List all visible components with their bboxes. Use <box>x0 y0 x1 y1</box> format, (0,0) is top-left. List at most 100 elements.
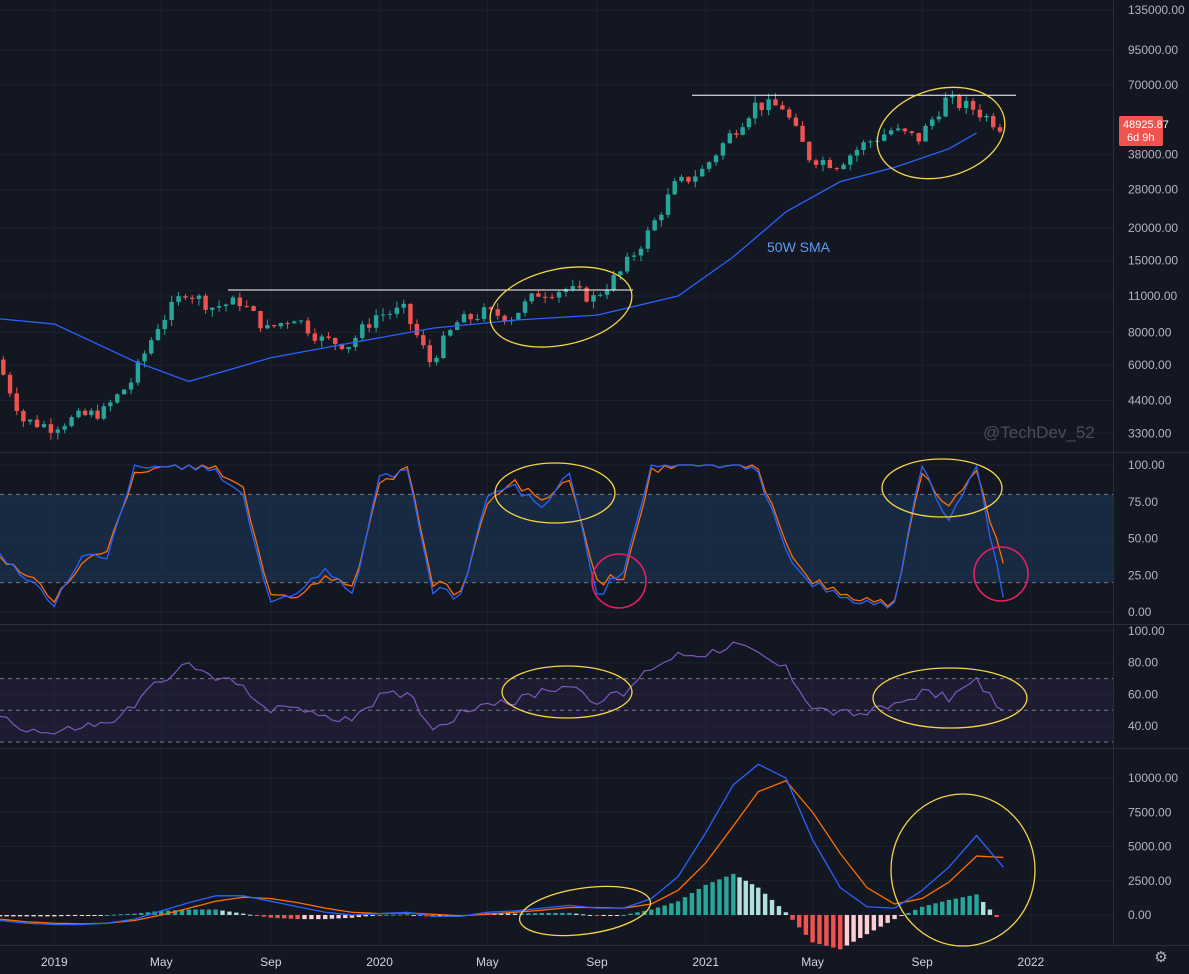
price-candle <box>414 319 420 338</box>
macd-histogram-bar <box>247 914 253 916</box>
macd-histogram-bar <box>790 915 795 920</box>
rsi-pane[interactable] <box>0 641 1113 743</box>
macd-histogram-bar <box>635 912 640 915</box>
macd-histogram-bar <box>275 915 280 919</box>
candle-body <box>76 410 81 418</box>
macd-histogram-bar <box>560 912 565 915</box>
macd-pane[interactable] <box>0 763 1036 950</box>
candle-body <box>591 295 596 302</box>
price-candle <box>333 337 338 351</box>
price-tick-label-10: 4400.00 <box>1128 393 1172 407</box>
price-candle <box>278 322 284 329</box>
last-price-badge-bg <box>1119 116 1163 146</box>
price-candle <box>686 176 691 185</box>
macd-histogram-bar <box>871 915 877 931</box>
macd-tick-label-0: 10000.00 <box>1128 771 1178 785</box>
candle-body <box>556 292 562 298</box>
price-candle <box>624 252 630 274</box>
price-pane[interactable] <box>0 74 1016 440</box>
g-rsi-tick-label-2: 60.00 <box>1128 687 1158 701</box>
price-candle <box>700 165 705 177</box>
candle-body <box>827 159 833 168</box>
candle-body <box>82 410 88 416</box>
price-candle <box>793 113 799 127</box>
candle-body <box>882 134 887 141</box>
macd-histogram-bar <box>675 901 681 915</box>
macd-histogram-bar <box>132 913 137 915</box>
price-candle <box>665 188 671 218</box>
candle-body <box>502 315 507 322</box>
macd-histogram-bar <box>404 914 410 916</box>
macd-histogram-bar <box>913 909 918 915</box>
candle-body <box>128 382 134 390</box>
candle-body <box>943 97 948 117</box>
macd-histogram-bar <box>159 910 164 915</box>
candle-body <box>848 155 853 165</box>
price-candle <box>14 387 19 416</box>
price-candle <box>62 423 67 434</box>
macd-histogram-bar <box>4 915 9 917</box>
stoch-alert-circle-2 <box>973 546 1029 602</box>
macd-histogram-bar <box>831 915 836 948</box>
macd-histogram-bar <box>933 903 938 915</box>
candle-body <box>115 394 120 403</box>
candle-body <box>149 340 154 354</box>
price-candle <box>21 409 26 427</box>
candle-body <box>516 312 521 320</box>
price-candle <box>481 303 487 322</box>
last-price-value: 48925.87 <box>1123 119 1169 131</box>
macd-histogram-bar <box>17 915 23 917</box>
candle-body <box>888 130 894 135</box>
macd-histogram-bar <box>323 915 328 920</box>
sma-50w-line <box>0 132 977 383</box>
candle-body <box>481 307 487 319</box>
macd-histogram-bar <box>11 915 16 917</box>
macd-histogram-bar <box>498 913 504 915</box>
macd-histogram-bar <box>241 913 246 915</box>
candle-body <box>672 181 677 195</box>
candle-body <box>665 194 671 215</box>
macd-histogram-bar <box>553 912 558 915</box>
macd-histogram-bar <box>594 915 600 916</box>
price-candle <box>930 116 935 130</box>
candle-body <box>679 176 684 182</box>
candle-body <box>780 105 785 110</box>
macd-histogram-bar <box>0 915 3 917</box>
price-candle <box>272 324 277 329</box>
macd-histogram-bar <box>696 888 701 915</box>
macd-histogram-bar <box>614 915 620 916</box>
price-candle <box>631 251 637 261</box>
macd-histogram-bar <box>858 915 863 938</box>
macd-histogram-bar <box>282 915 287 919</box>
macd-histogram-bar <box>960 897 965 915</box>
macd-signal-line <box>0 779 1004 925</box>
price-candle <box>421 329 426 349</box>
macd-histogram-bar <box>649 909 654 915</box>
gear-icon[interactable]: ⚙ <box>1154 949 1168 966</box>
candle-body <box>549 297 555 299</box>
candle-body <box>169 301 174 320</box>
price-candle <box>216 300 222 312</box>
macd-histogram-bar <box>628 913 633 915</box>
price-candle <box>542 291 548 304</box>
candle-body <box>713 155 719 163</box>
price-candle <box>183 294 188 301</box>
stoch-rsi-pane[interactable] <box>0 458 1113 609</box>
candle-body <box>373 315 379 328</box>
price-candle <box>577 280 582 291</box>
candle-body <box>570 286 576 290</box>
candle-body <box>746 118 752 128</box>
price-candle <box>611 270 616 293</box>
candle-body <box>563 289 569 293</box>
candle-body <box>305 320 311 334</box>
macd-highlight-ellipse-2 <box>890 793 1036 947</box>
candle-body <box>793 117 799 126</box>
macd-histogram-bar <box>329 915 335 919</box>
price-candle <box>679 174 684 183</box>
candle-body <box>272 325 277 327</box>
candle-body <box>346 347 351 350</box>
candle-body <box>807 141 812 161</box>
macd-histogram-bar <box>662 905 667 915</box>
macd-histogram-bar <box>227 911 232 915</box>
